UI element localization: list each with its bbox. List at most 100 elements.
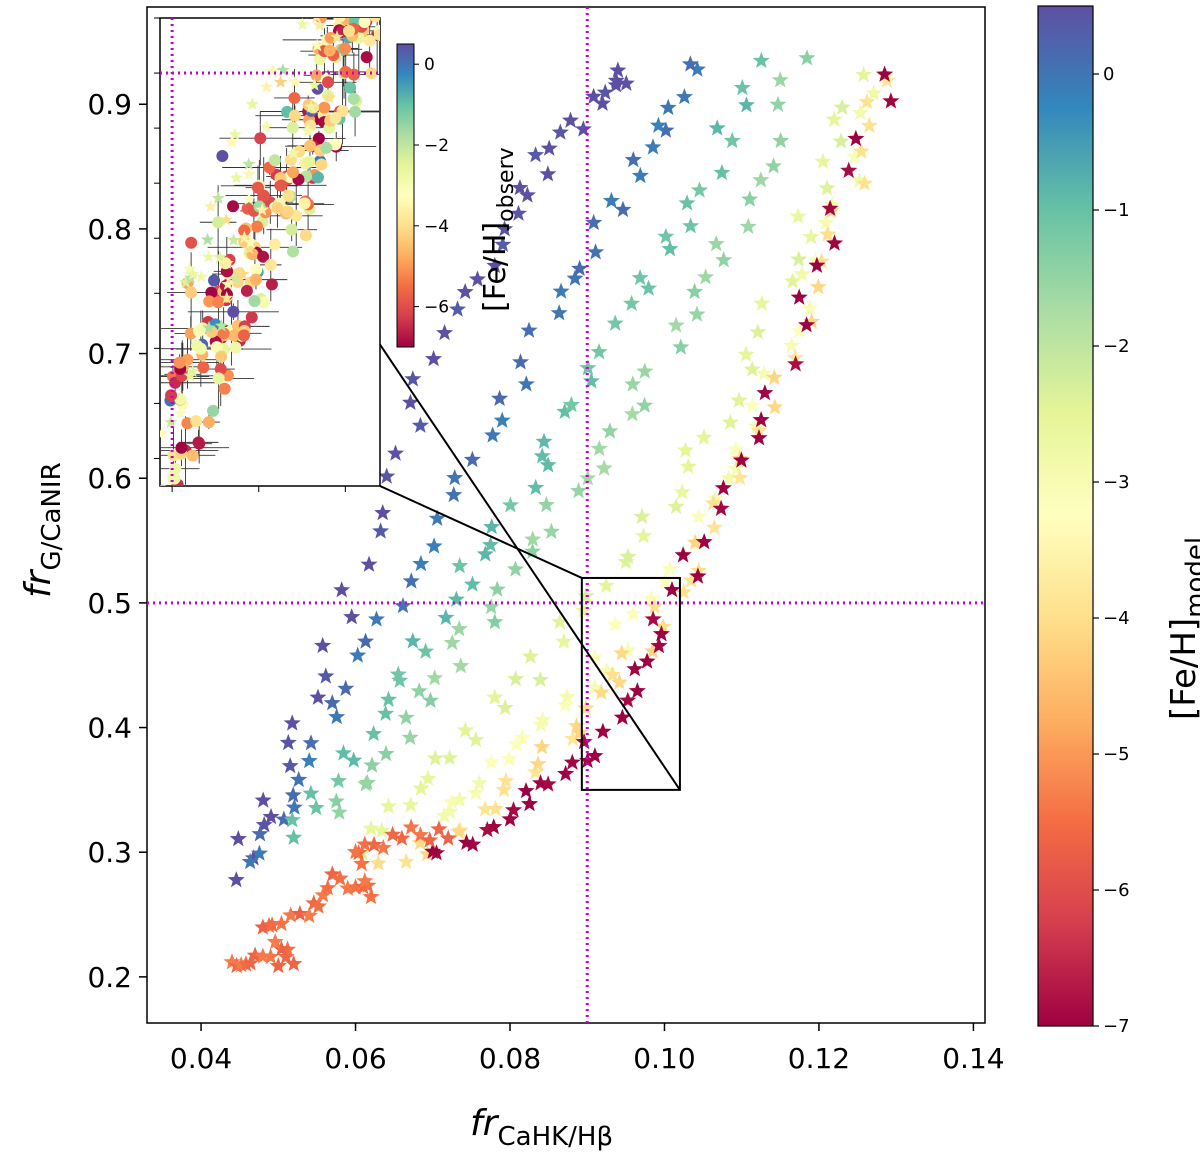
model-star xyxy=(456,283,474,300)
model-star xyxy=(464,835,482,852)
colorbar-tick-label: −6 xyxy=(1103,880,1130,901)
model-star xyxy=(741,190,759,207)
colorbar-tick-label: −3 xyxy=(1103,472,1130,493)
model-star xyxy=(730,391,748,408)
model-star xyxy=(402,572,420,589)
model-star xyxy=(279,733,297,751)
model-star xyxy=(357,632,375,649)
x-axis-label: frCaHK/Hβ xyxy=(470,1103,613,1152)
model-star xyxy=(291,904,309,922)
model-star xyxy=(339,879,357,896)
inset-observed-point xyxy=(349,105,362,118)
model-star xyxy=(550,304,568,321)
model-star xyxy=(674,546,692,563)
model-star xyxy=(397,708,415,725)
inset-model-star xyxy=(173,406,188,419)
model-star xyxy=(369,854,387,871)
model-star xyxy=(586,678,604,695)
inset-observed-point xyxy=(227,200,240,213)
model-star xyxy=(246,946,264,963)
inset-observed-point xyxy=(312,171,325,184)
model-star xyxy=(426,749,444,766)
inset-observed-point xyxy=(287,166,300,179)
model-star xyxy=(505,801,523,818)
inset-observed-point xyxy=(215,350,228,363)
inset-observed-point xyxy=(329,112,342,125)
inset-observed-point xyxy=(238,235,251,248)
model-star xyxy=(847,129,865,147)
model-star xyxy=(649,116,667,133)
model-star xyxy=(733,78,751,96)
inset-model-star xyxy=(211,191,225,204)
model-star xyxy=(676,441,694,458)
model-star xyxy=(272,914,290,932)
inset-model-star xyxy=(306,18,315,19)
model-star xyxy=(681,55,699,72)
model-star xyxy=(307,799,325,816)
model-star xyxy=(437,608,455,626)
model-star xyxy=(766,398,784,415)
model-points-layer xyxy=(223,49,900,974)
inset-observed-point xyxy=(342,24,355,37)
model-star xyxy=(737,345,755,362)
y-axis-label: frG/CaNIR xyxy=(18,462,67,598)
model-star xyxy=(483,518,501,535)
model-star xyxy=(617,74,635,91)
inset-panel xyxy=(154,0,381,492)
model-star xyxy=(826,234,844,251)
model-star xyxy=(428,509,446,526)
inset-colorbar-ticks: 0 −2 −4 −6 xyxy=(414,55,449,318)
model-star xyxy=(520,321,538,338)
model-star xyxy=(394,597,412,614)
inset-observed-point xyxy=(202,416,215,429)
inset-observed-point xyxy=(210,341,223,354)
model-star xyxy=(650,637,668,654)
model-star xyxy=(347,843,365,860)
model-star xyxy=(272,940,290,957)
model-star xyxy=(419,769,437,786)
model-star xyxy=(425,537,443,554)
inset-observed-point xyxy=(264,258,277,271)
model-star xyxy=(411,416,429,433)
inset-observed-point xyxy=(320,141,333,154)
inset-observed-point xyxy=(271,201,284,214)
model-star xyxy=(358,773,376,790)
model-star xyxy=(667,316,685,333)
model-star xyxy=(360,555,378,572)
model-star xyxy=(598,661,616,679)
model-star xyxy=(402,796,420,813)
inset-model-star xyxy=(312,18,327,32)
inset-observed-point xyxy=(363,34,376,47)
model-star xyxy=(708,119,726,136)
model-star xyxy=(391,671,409,688)
model-star xyxy=(229,830,247,847)
model-star xyxy=(614,200,632,218)
model-star xyxy=(585,213,603,231)
model-star xyxy=(539,775,557,792)
inset-observed-point xyxy=(357,0,369,4)
model-star xyxy=(737,96,755,113)
inset-model-star xyxy=(194,269,208,283)
model-star xyxy=(592,683,610,700)
inset-model-star xyxy=(228,127,242,141)
model-star xyxy=(463,575,481,592)
model-star xyxy=(727,440,745,457)
inset-observed-point xyxy=(238,224,251,237)
model-star xyxy=(556,696,574,713)
model-star xyxy=(333,581,351,598)
model-star xyxy=(284,786,302,803)
model-star xyxy=(790,250,808,267)
model-star xyxy=(755,364,773,381)
model-star xyxy=(263,916,281,933)
model-star xyxy=(819,225,837,242)
model-star xyxy=(850,171,868,188)
model-star xyxy=(654,617,672,635)
inset-observed-point xyxy=(165,389,178,402)
model-star xyxy=(468,270,486,287)
inset-model-star xyxy=(288,75,302,88)
model-star xyxy=(512,353,530,370)
model-star xyxy=(436,324,454,341)
inset-observed-point xyxy=(212,372,225,385)
inset-model-star xyxy=(236,267,250,280)
model-star xyxy=(337,679,355,696)
